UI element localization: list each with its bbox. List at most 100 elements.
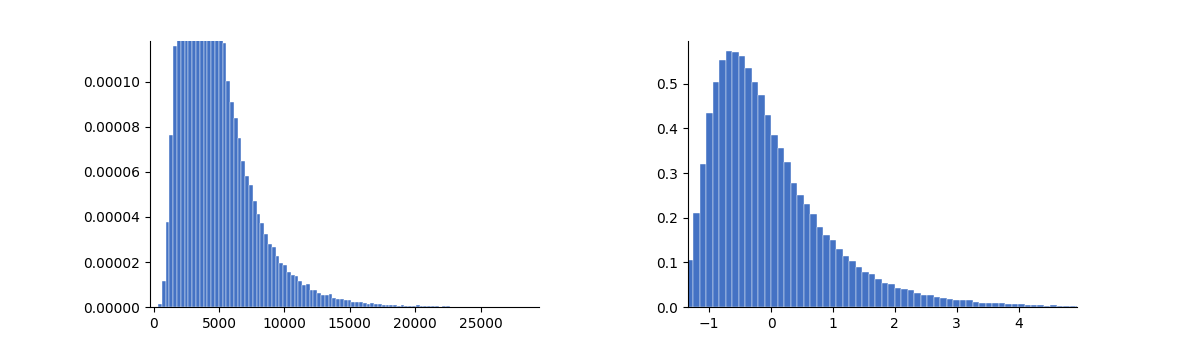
Bar (992, 303, 998, 307)
Bar (824, 235, 830, 307)
Bar (344, 300, 347, 307)
Bar (314, 290, 317, 307)
Bar (408, 306, 412, 307)
Bar (443, 306, 446, 307)
Bar (389, 305, 393, 307)
Bar (1089, 306, 1096, 307)
Bar (816, 227, 824, 307)
Bar (739, 56, 746, 307)
Bar (302, 285, 306, 307)
Bar (177, 0, 181, 307)
Bar (268, 244, 272, 307)
Bar (837, 249, 843, 307)
Bar (181, 0, 184, 307)
Bar (928, 295, 934, 307)
Bar (415, 305, 420, 307)
Bar (174, 46, 177, 307)
Bar (1005, 304, 1011, 307)
Bar (446, 306, 450, 307)
Bar (719, 60, 725, 307)
Bar (953, 300, 960, 307)
Bar (256, 214, 261, 307)
Bar (1057, 306, 1063, 307)
Bar (947, 299, 953, 307)
Bar (862, 273, 869, 307)
Bar (797, 195, 803, 307)
Bar (298, 282, 302, 307)
Bar (378, 304, 382, 307)
Bar (238, 138, 242, 307)
Bar (306, 284, 310, 307)
Bar (211, 0, 215, 307)
Bar (431, 306, 435, 307)
Bar (803, 204, 810, 307)
Bar (245, 176, 249, 307)
Bar (352, 302, 356, 307)
Bar (370, 303, 375, 307)
Bar (733, 52, 739, 307)
Bar (843, 256, 849, 307)
Bar (184, 0, 188, 307)
Bar (693, 213, 700, 307)
Bar (875, 279, 882, 307)
Bar (1063, 306, 1070, 307)
Bar (230, 102, 233, 307)
Bar (940, 297, 947, 307)
Bar (226, 81, 230, 307)
Bar (310, 289, 314, 307)
Bar (249, 186, 253, 307)
Bar (901, 289, 907, 307)
Bar (674, 305, 680, 307)
Bar (1070, 306, 1076, 307)
Bar (1025, 305, 1031, 307)
Bar (336, 299, 340, 307)
Bar (382, 305, 385, 307)
Bar (849, 261, 856, 307)
Bar (162, 281, 165, 307)
Bar (856, 267, 862, 307)
Bar (347, 300, 352, 307)
Bar (1135, 306, 1142, 307)
Bar (765, 115, 771, 307)
Bar (329, 294, 333, 307)
Bar (435, 306, 438, 307)
Bar (830, 240, 837, 307)
Bar (1083, 306, 1089, 307)
Bar (973, 302, 979, 307)
Bar (960, 300, 966, 307)
Bar (321, 295, 324, 307)
Bar (473, 306, 476, 307)
Bar (207, 0, 211, 307)
Bar (778, 148, 784, 307)
Bar (219, 16, 223, 307)
Bar (759, 95, 765, 307)
Bar (188, 0, 193, 307)
Bar (771, 135, 778, 307)
Bar (412, 306, 415, 307)
Bar (317, 293, 321, 307)
Bar (752, 82, 759, 307)
Bar (196, 0, 200, 307)
Bar (1116, 306, 1122, 307)
Bar (253, 201, 256, 307)
Bar (420, 306, 424, 307)
Bar (340, 299, 344, 307)
Bar (1096, 306, 1102, 307)
Bar (158, 304, 162, 307)
Bar (985, 303, 992, 307)
Bar (170, 135, 174, 307)
Bar (1076, 306, 1083, 307)
Bar (279, 263, 284, 307)
Bar (1011, 304, 1017, 307)
Bar (810, 215, 816, 307)
Bar (894, 288, 901, 307)
Bar (200, 0, 203, 307)
Bar (680, 293, 687, 307)
Bar (359, 302, 363, 307)
Bar (934, 297, 940, 307)
Bar (725, 51, 733, 307)
Bar (687, 260, 693, 307)
Bar (920, 295, 928, 307)
Bar (888, 284, 894, 307)
Bar (454, 306, 457, 307)
